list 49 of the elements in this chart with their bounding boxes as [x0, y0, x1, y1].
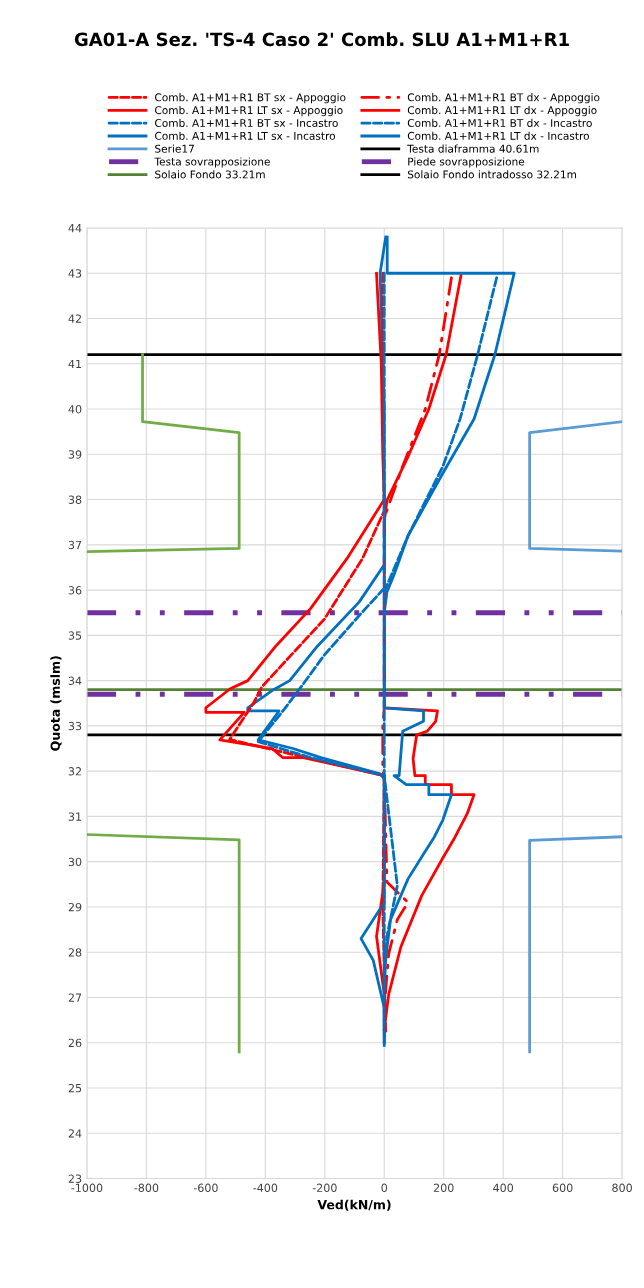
legend-label: Comb. A1+M1+R1 BT dx - Appoggio	[407, 93, 600, 104]
x-tick-label: -600	[193, 1183, 218, 1192]
legend-label: Comb. A1+M1+R1 LT dx - Appoggio	[407, 105, 597, 117]
x-tick-label: 200	[433, 1183, 454, 1192]
y-tick-label: 32	[68, 767, 81, 776]
legend-label: Serie17	[155, 144, 194, 153]
legend-label: Solaio Fondo 33.21m	[155, 170, 265, 179]
x-tick-label: 600	[552, 1183, 573, 1192]
y-tick-label: 31	[68, 812, 82, 821]
x-tick-label: -1000	[71, 1183, 103, 1192]
x-tick-label: -200	[312, 1183, 337, 1192]
y-tick-label: 36	[68, 586, 82, 595]
legend-label: Solaio Fondo intradosso 32.21m	[407, 170, 577, 179]
y-tick-label: 42	[68, 314, 81, 323]
y-tick-label: 24	[68, 1129, 82, 1138]
y-tick-label: 23	[68, 1174, 82, 1183]
legend-label: Comb. A1+M1+R1 LT sx - Appoggio	[155, 105, 343, 117]
y-axis-title: Quota (mslm)	[50, 656, 62, 751]
y-tick-label: 43	[68, 269, 82, 278]
x-tick-label: -400	[253, 1183, 278, 1192]
y-tick-label: 25	[68, 1083, 82, 1093]
y-tick-label: 35	[68, 631, 82, 640]
y-tick-label: 29	[68, 902, 82, 912]
legend-label: Testa diaframma 40.61m	[407, 144, 539, 153]
y-tick-label: 44	[68, 224, 82, 233]
x-tick-label: 800	[612, 1183, 632, 1192]
legend-label: Testa sovrapposizione	[154, 157, 270, 168]
y-tick-label: 34	[68, 676, 82, 685]
legend-label: Comb. A1+M1+R1 BT sx - Incastro	[155, 118, 338, 127]
legend-label: Comb. A1+M1+R1 BT sx - Appoggio	[155, 93, 346, 104]
y-tick-label: 37	[68, 540, 82, 550]
legend-label: Piede sovrapposizione	[408, 157, 525, 168]
y-tick-label: 26	[68, 1038, 82, 1048]
legend-label: Comb. A1+M1+R1 LT sx - Incastro	[155, 131, 336, 140]
x-tick-label: 0	[381, 1183, 388, 1192]
y-tick-label: 30	[68, 857, 82, 867]
y-tick-label: 28	[68, 948, 82, 957]
legend-label: Comb. A1+M1+R1 BT dx - Incastro	[407, 118, 592, 127]
y-tick-label: 33	[68, 721, 82, 731]
y-tick-label: 40	[68, 405, 82, 414]
y-tick-label: 39	[68, 450, 82, 459]
legend-label: Comb. A1+M1+R1 LT dx - Incastro	[407, 131, 589, 140]
chart-title: GA01-A Sez. 'TS-4 Caso 2' Comb. SLU A1+M1+R1	[74, 32, 569, 47]
x-tick-label: -800	[134, 1183, 159, 1192]
x-tick-label: 400	[493, 1183, 514, 1192]
y-tick-label: 27	[68, 993, 82, 1002]
y-tick-label: 38	[68, 495, 82, 504]
x-axis-title: Ved(kN/m)	[317, 1199, 391, 1211]
y-tick-label: 41	[68, 359, 82, 368]
